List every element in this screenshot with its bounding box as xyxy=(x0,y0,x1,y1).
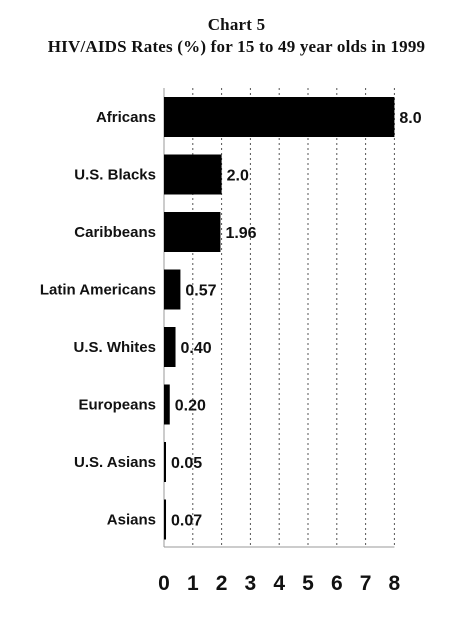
x-tick-label-3: 3 xyxy=(245,572,257,595)
chart-title: Chart 5 xyxy=(207,15,266,34)
category-label-7: Asians xyxy=(107,512,156,529)
category-label-6: U.S. Asians xyxy=(74,454,156,471)
bar-5 xyxy=(164,384,170,425)
chart-title-block: Chart 5 HIV/AIDS Rates (%) for 15 to 49 … xyxy=(0,14,473,58)
x-tick-label-6: 6 xyxy=(331,572,343,595)
chart-subtitle: HIV/AIDS Rates (%) for 15 to 49 year old… xyxy=(47,37,426,56)
x-tick-label-0: 0 xyxy=(158,572,170,595)
value-label-7: 0.07 xyxy=(171,513,202,530)
bar-4 xyxy=(164,327,176,367)
bar-3 xyxy=(164,269,181,310)
value-label-1: 2.0 xyxy=(227,168,249,185)
bar-2 xyxy=(164,212,221,252)
category-label-5: Europeans xyxy=(78,397,156,414)
x-tick-label-7: 7 xyxy=(360,572,372,595)
bar-7 xyxy=(164,499,167,540)
x-tick-label-8: 8 xyxy=(389,572,401,595)
value-label-3: 0.57 xyxy=(185,283,216,300)
category-label-4: U.S. Whites xyxy=(73,339,156,356)
x-tick-label-2: 2 xyxy=(216,572,228,595)
bar-0 xyxy=(164,97,395,137)
value-label-0: 8.0 xyxy=(399,110,421,127)
x-tick-label-1: 1 xyxy=(187,572,199,595)
bar-6 xyxy=(164,442,166,482)
value-label-5: 0.20 xyxy=(175,398,206,415)
category-label-1: U.S. Blacks xyxy=(74,167,156,184)
x-tick-label-4: 4 xyxy=(273,572,285,595)
value-label-6: 0.05 xyxy=(171,455,202,472)
category-label-2: Caribbeans xyxy=(74,224,156,241)
category-label-0: Africans xyxy=(96,109,156,126)
value-label-4: 0.40 xyxy=(181,340,212,357)
category-label-3: Latin Americans xyxy=(40,282,156,299)
value-label-2: 1.96 xyxy=(225,225,256,242)
x-tick-label-5: 5 xyxy=(302,572,314,595)
bar-1 xyxy=(164,154,222,195)
